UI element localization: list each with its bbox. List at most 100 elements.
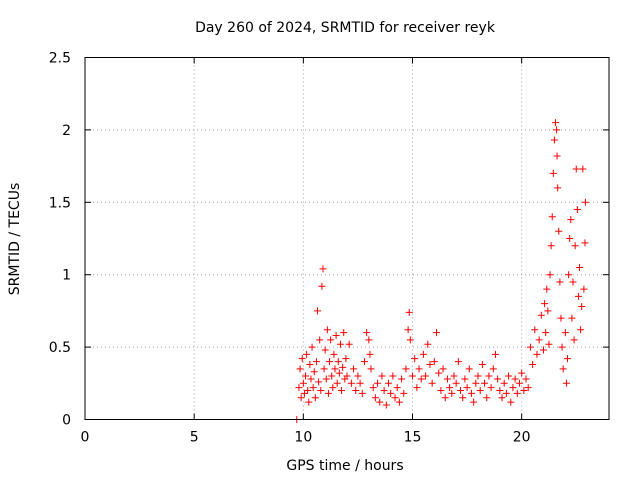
- data-point: [384, 379, 392, 387]
- data-point: [526, 343, 534, 351]
- data-point: [312, 358, 320, 366]
- data-point: [308, 343, 316, 351]
- data-point: [326, 358, 334, 366]
- data-point: [319, 265, 327, 273]
- data-point: [298, 355, 306, 363]
- data-point: [550, 136, 558, 144]
- data-point: [439, 365, 447, 373]
- data-point: [343, 372, 351, 380]
- data-point: [556, 278, 564, 286]
- data-point: [452, 379, 460, 387]
- data-point: [323, 326, 331, 334]
- data-point: [363, 329, 371, 337]
- data-point: [505, 372, 513, 380]
- data-point: [297, 394, 305, 402]
- data-point: [454, 358, 462, 366]
- data-point: [474, 372, 482, 380]
- data-point: [567, 216, 575, 224]
- data-point: [406, 336, 414, 344]
- data-point: [450, 372, 458, 380]
- data-point: [299, 379, 307, 387]
- data-point: [500, 379, 508, 387]
- data-point: [529, 360, 537, 368]
- data-point: [331, 365, 339, 373]
- data-point: [561, 329, 569, 337]
- data-point: [535, 336, 543, 344]
- data-point: [448, 389, 456, 397]
- data-point: [472, 379, 480, 387]
- data-point: [502, 389, 510, 397]
- x-tick-label: 15: [404, 430, 422, 446]
- data-point: [507, 398, 515, 406]
- data-point: [509, 384, 517, 392]
- data-point: [426, 360, 434, 368]
- data-point: [461, 375, 469, 383]
- data-point: [433, 329, 441, 337]
- data-point: [318, 282, 326, 290]
- plot-frame: [84, 57, 610, 420]
- data-point: [545, 340, 553, 348]
- data-point: [409, 372, 416, 380]
- data-point: [553, 126, 561, 134]
- data-point: [441, 394, 449, 402]
- data-point: [303, 350, 311, 358]
- x-tick-label: 10: [294, 430, 312, 446]
- data-point: [339, 363, 347, 371]
- grid-lines: [85, 57, 609, 420]
- data-point: [548, 213, 556, 221]
- data-point: [428, 379, 436, 387]
- data-point: [333, 379, 341, 387]
- data-point: [540, 346, 547, 354]
- data-point: [307, 375, 315, 383]
- data-point: [568, 314, 576, 322]
- data-point: [443, 375, 451, 383]
- data-point: [402, 365, 410, 373]
- data-point: [459, 394, 467, 402]
- data-point: [547, 242, 555, 250]
- data-point: [306, 360, 314, 368]
- data-point: [338, 387, 346, 395]
- data-point: [378, 372, 386, 380]
- data-point: [537, 311, 545, 319]
- data-point: [498, 394, 506, 402]
- data-point: [328, 372, 336, 380]
- data-point: [574, 292, 582, 300]
- data-point: [320, 365, 328, 373]
- data-point: [430, 358, 438, 366]
- data-point: [398, 375, 406, 383]
- data-point: [360, 358, 368, 366]
- data-point: [417, 375, 425, 383]
- data-point: [413, 384, 421, 392]
- data-point: [578, 303, 586, 311]
- y-tick-label: 0.5: [49, 340, 71, 356]
- data-point: [581, 198, 589, 206]
- data-point: [483, 394, 491, 402]
- data-point: [350, 365, 358, 373]
- data-point: [557, 314, 565, 322]
- data-point: [470, 398, 478, 406]
- data-point: [457, 387, 465, 395]
- data-point: [340, 329, 348, 337]
- data-point: [369, 384, 377, 392]
- data-point: [347, 379, 355, 387]
- data-point: [317, 387, 325, 395]
- data-point: [577, 326, 585, 334]
- data-point: [365, 336, 373, 344]
- data-point: [366, 350, 374, 358]
- data-point: [304, 387, 312, 395]
- data-point: [579, 165, 587, 173]
- data-point: [465, 365, 473, 373]
- data-point: [316, 336, 324, 344]
- x-tick-label: 20: [513, 430, 531, 446]
- data-point: [565, 271, 573, 279]
- data-point: [356, 379, 364, 387]
- data-point: [541, 300, 549, 308]
- data-point: [580, 285, 588, 293]
- y-tick-label: 1.5: [49, 195, 71, 211]
- data-point: [371, 394, 379, 402]
- data-point: [513, 389, 521, 397]
- data-point: [564, 355, 572, 363]
- data-point: [481, 379, 489, 387]
- data-point: [411, 355, 419, 363]
